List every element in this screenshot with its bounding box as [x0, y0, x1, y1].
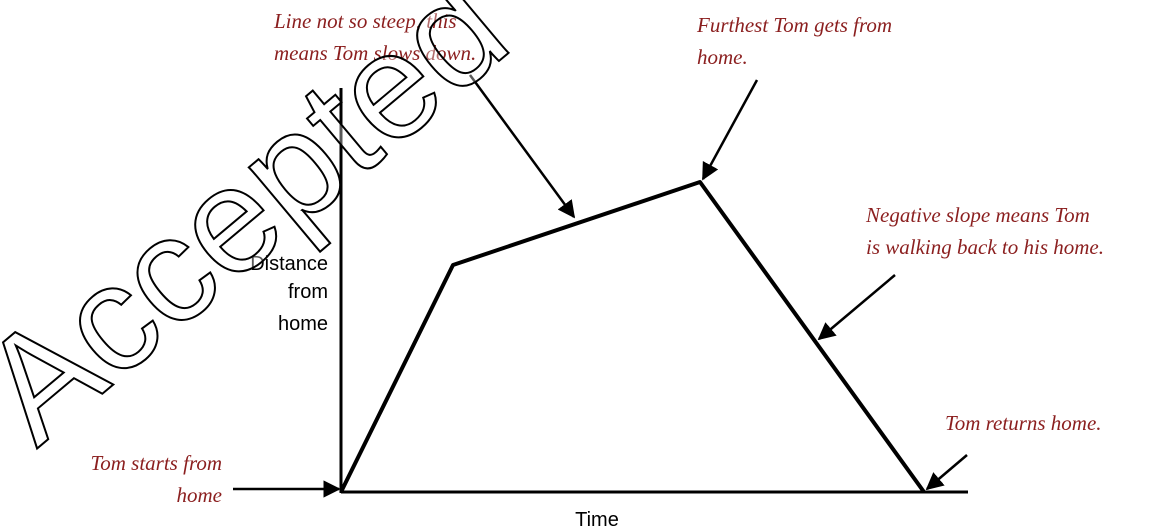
- x-label: Time: [575, 509, 619, 531]
- annotation: Negative slope means Tom: [865, 203, 1090, 227]
- arrow: [468, 74, 576, 219]
- annotation: home.: [697, 45, 748, 69]
- y-label: Distance: [250, 253, 328, 275]
- annotation: Tom starts from: [91, 451, 223, 475]
- annotation: Line not so steep, this: [273, 9, 457, 33]
- annotation: Tom returns home.: [945, 411, 1102, 435]
- annotation: Furthest Tom gets from: [696, 13, 892, 37]
- watermark: Accepted: [0, 0, 537, 473]
- y-label: home: [278, 313, 328, 335]
- arrow: [701, 79, 759, 181]
- annotation: home: [177, 483, 223, 507]
- distance-line: [339, 180, 926, 494]
- arrow: [925, 454, 968, 491]
- y-label: from: [288, 281, 328, 303]
- annotation: is walking back to his home.: [866, 235, 1104, 259]
- arrows: [233, 74, 968, 498]
- arrow: [817, 274, 896, 341]
- annotation: means Tom slows down.: [274, 41, 476, 65]
